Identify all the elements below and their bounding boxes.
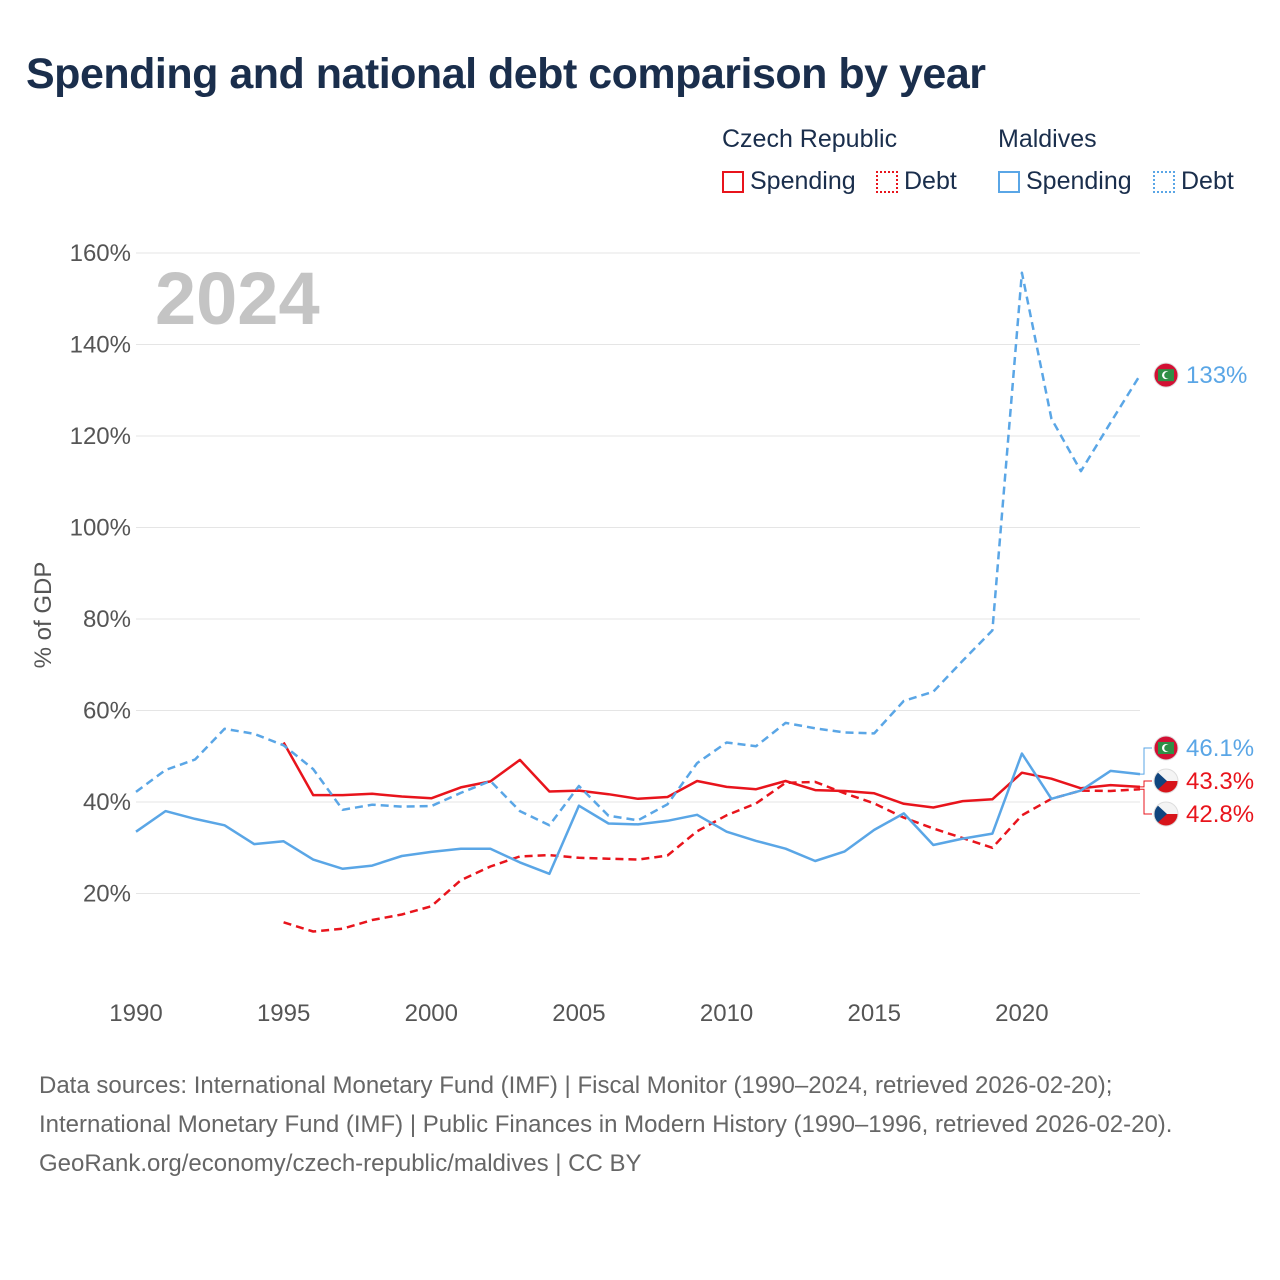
x-tick-label: 2020 xyxy=(995,1000,1048,1027)
label-connector xyxy=(1140,747,1152,775)
legend-item-label: Spending xyxy=(1026,167,1132,195)
legend-czech-republic: Czech Republic Spending Debt xyxy=(722,125,972,205)
czech-flag-icon xyxy=(1153,768,1179,794)
legend-item-label: Debt xyxy=(904,167,957,195)
end-value-label: 133% xyxy=(1186,362,1247,389)
x-tick-label: 2015 xyxy=(848,1000,901,1027)
y-tick-label: 140% xyxy=(70,332,131,359)
legend-item-label: Debt xyxy=(1181,167,1234,195)
series-line[interactable] xyxy=(135,752,1141,876)
page-title: Spending and national debt comparison by… xyxy=(26,50,986,98)
legend-group-label: Czech Republic xyxy=(722,125,898,153)
y-tick-label: 20% xyxy=(83,881,131,908)
end-value-label: 46.1% xyxy=(1186,735,1254,762)
y-axis-label: % of GDP xyxy=(30,562,57,669)
x-tick-label: 2010 xyxy=(700,1000,753,1027)
legend-item-label: Spending xyxy=(750,167,856,195)
series-line[interactable] xyxy=(135,271,1142,827)
maldives-flag-icon xyxy=(1153,362,1179,388)
dotted-line-swatch-icon xyxy=(876,170,898,193)
label-connector xyxy=(1140,780,1152,788)
end-value-label: 43.3% xyxy=(1186,768,1254,795)
legend-item-maldives-debt[interactable]: Debt xyxy=(1153,167,1234,196)
data-source-note: Data sources: International Monetary Fun… xyxy=(39,1066,1239,1183)
solid-line-swatch-icon xyxy=(722,170,744,193)
y-tick-label: 40% xyxy=(83,789,131,816)
legend-item-czech-spending[interactable]: Spending xyxy=(722,167,856,196)
czech-flag-icon xyxy=(1153,801,1179,827)
solid-line-swatch-icon xyxy=(998,170,1020,193)
label-connector xyxy=(1140,788,1152,815)
legend-item-maldives-spending[interactable]: Spending xyxy=(998,167,1132,196)
year-watermark: 2024 xyxy=(155,257,320,340)
legend-item-czech-debt[interactable]: Debt xyxy=(876,167,957,196)
x-tick-label: 2005 xyxy=(552,1000,605,1027)
x-tick-label: 1990 xyxy=(109,1000,162,1027)
y-tick-label: 120% xyxy=(70,423,131,450)
legend-group-label: Maldives xyxy=(998,125,1097,153)
x-tick-label: 2000 xyxy=(405,1000,458,1027)
y-tick-label: 80% xyxy=(83,606,131,633)
line-chart: 20% 40% 60% 80% 100% 120% 140% 160% 1990 1995 2000… xyxy=(30,240,1254,1027)
dotted-line-swatch-icon xyxy=(1153,170,1175,193)
legend-maldives: Maldives Spending Debt xyxy=(998,125,1258,205)
series-line[interactable] xyxy=(283,780,1141,933)
y-tick-label: 100% xyxy=(70,515,131,542)
source-text: Data sources: International Monetary Fun… xyxy=(39,1072,1173,1138)
maldives-flag-icon xyxy=(1153,735,1179,761)
series-line[interactable] xyxy=(282,741,1141,809)
y-tick-label: 60% xyxy=(83,698,131,725)
end-value-label: 42.8% xyxy=(1186,801,1254,828)
y-tick-label: 160% xyxy=(70,240,131,267)
source-link[interactable]: GeoRank.org/economy/czech-republic/maldi… xyxy=(39,1150,642,1177)
x-tick-label: 1995 xyxy=(257,1000,310,1027)
